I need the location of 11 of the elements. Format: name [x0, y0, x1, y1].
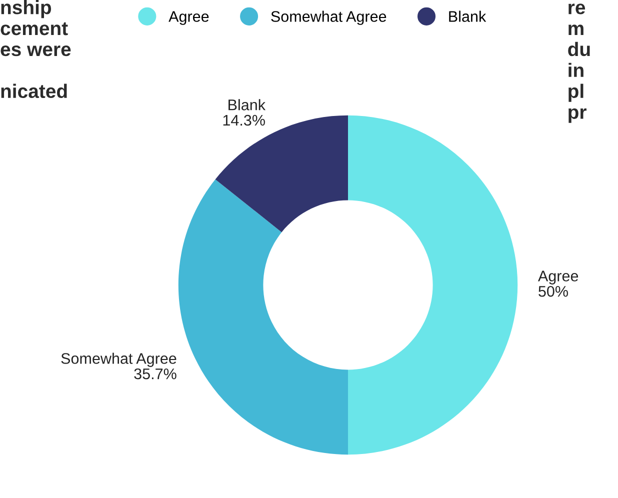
data-label: 50%: [538, 286, 568, 297]
legend-label: Agree: [168, 11, 209, 25]
slice-label: Somewhat Agree: [61, 352, 176, 367]
data-label: 35.7%: [134, 368, 176, 380]
data-label: 14.3%: [223, 114, 265, 126]
slice-label: Blank: [228, 99, 266, 110]
legend-label: Blank: [449, 10, 486, 22]
slice-label: Agree: [538, 270, 578, 284]
text: re m du in pl pr: [568, 4, 590, 123]
text: nship cement es were nicated: [0, 0, 71, 98]
legend-label: Somewhat Agree: [271, 10, 386, 25]
